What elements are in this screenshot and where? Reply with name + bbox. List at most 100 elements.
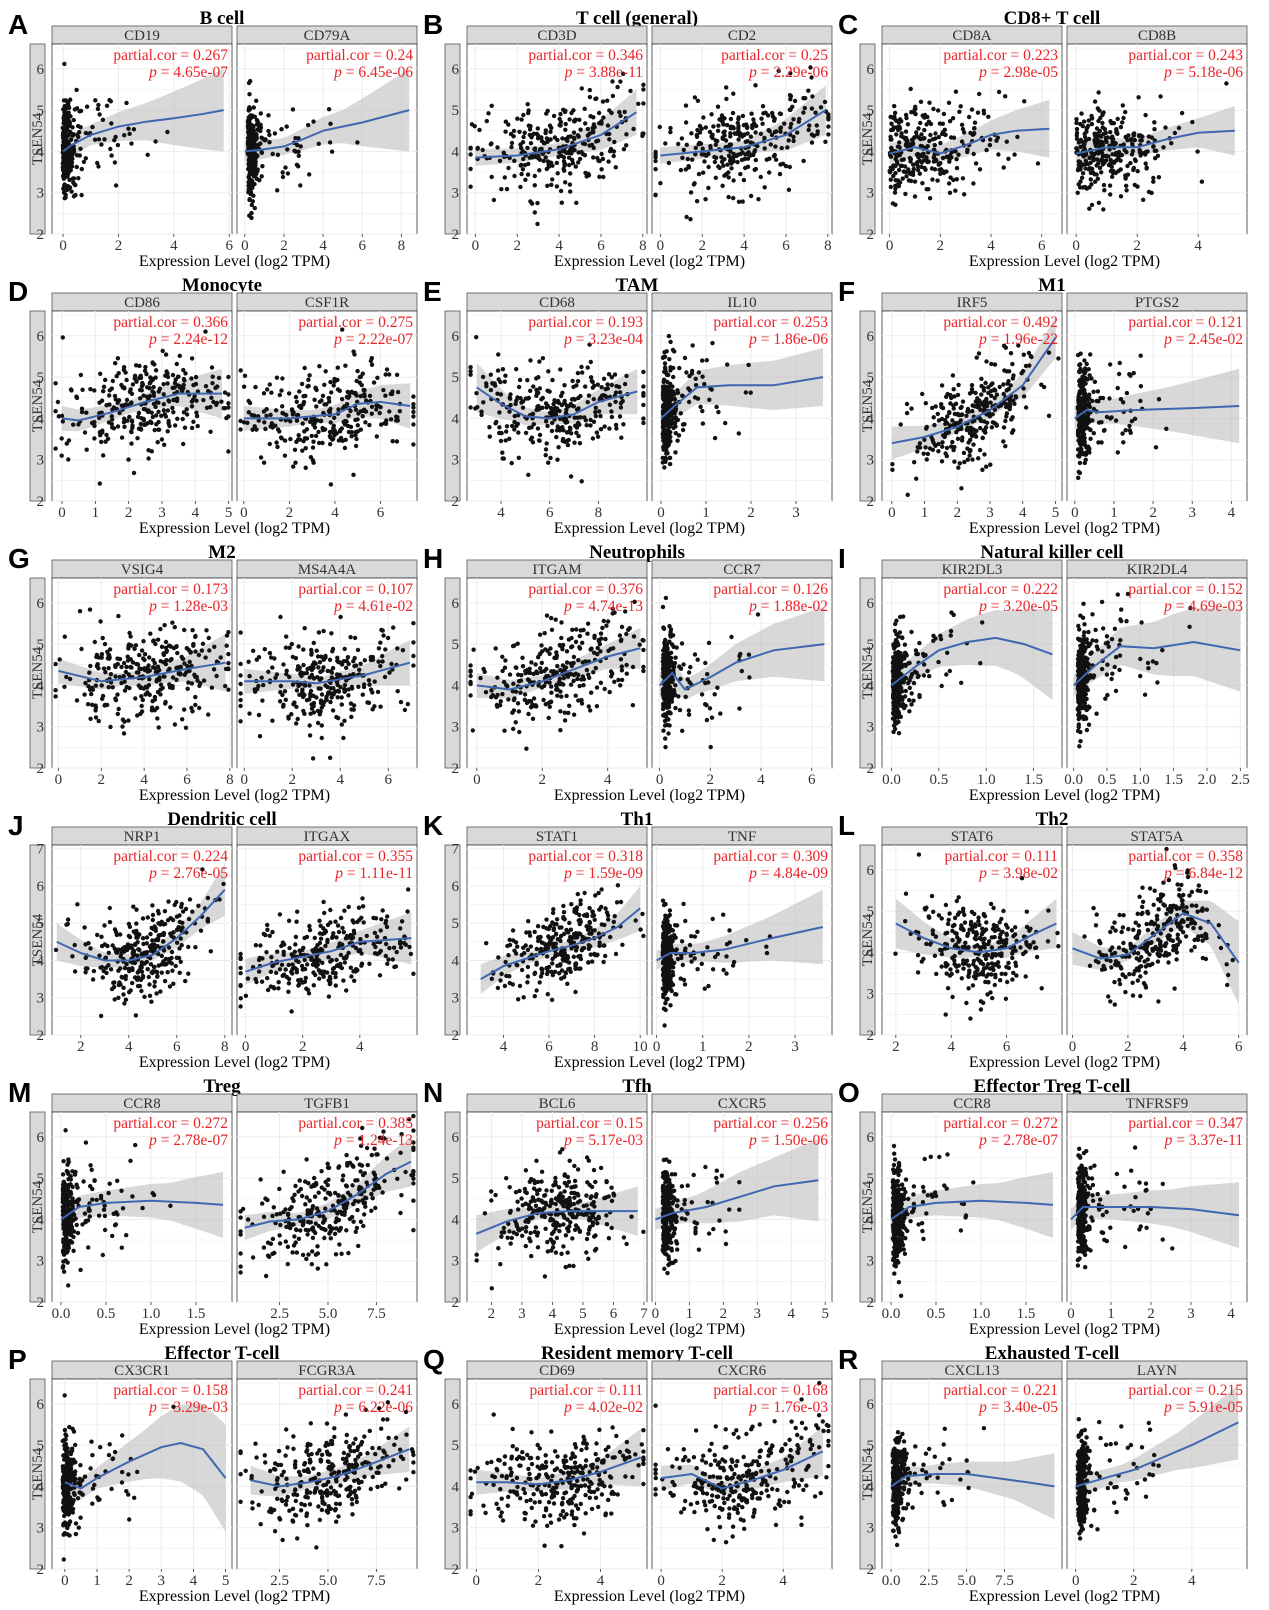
- scatter-point: [512, 413, 517, 419]
- scatter-point: [1127, 372, 1132, 377]
- scatter-point: [585, 365, 590, 370]
- scatter-point: [952, 459, 957, 464]
- scatter-point: [121, 420, 127, 425]
- scatter-point: [502, 175, 507, 180]
- scatter-point: [189, 425, 195, 431]
- scatter-point: [578, 628, 583, 633]
- scatter-point: [468, 146, 473, 151]
- scatter-point: [1107, 396, 1112, 401]
- scatter-point: [284, 124, 289, 129]
- scatter-point: [280, 404, 285, 409]
- scatter-point: [380, 653, 385, 659]
- scatter-point: [316, 141, 321, 146]
- scatter-point: [481, 666, 486, 672]
- scatter-point: [248, 129, 254, 134]
- x-tick-label: 1: [921, 505, 929, 521]
- scatter-point: [806, 88, 811, 93]
- scatter-point: [801, 158, 806, 164]
- scatter-point: [369, 362, 375, 367]
- scatter-point: [606, 648, 611, 653]
- scatter-point: [84, 447, 89, 452]
- scatter-point: [969, 387, 975, 392]
- scatter-point: [258, 111, 263, 116]
- scatter-point: [586, 704, 591, 709]
- scatter-point: [1008, 351, 1014, 356]
- scatter-point: [493, 646, 498, 651]
- scatter-point: [971, 181, 976, 186]
- scatter-point: [532, 210, 537, 215]
- scatter-point: [540, 356, 546, 361]
- scatter-point: [947, 190, 953, 195]
- scatter-point: [558, 111, 563, 117]
- scatter-point: [1086, 367, 1091, 372]
- scatter-point: [146, 448, 151, 453]
- scatter-point: [170, 620, 175, 625]
- scatter-point: [589, 646, 594, 651]
- scatter-point: [621, 147, 627, 152]
- scatter-point: [121, 403, 126, 409]
- scatter-point: [807, 123, 812, 128]
- fit-line: [475, 111, 638, 159]
- scatter-point: [740, 113, 746, 119]
- scatter-point: [978, 425, 983, 431]
- x-tick-label: 0: [472, 238, 480, 254]
- scatter-point: [356, 684, 361, 689]
- scatter-point: [972, 126, 977, 131]
- scatter-point: [469, 122, 475, 127]
- scatter-point: [636, 101, 641, 107]
- x-tick-label: 2: [698, 238, 706, 254]
- scatter-point: [607, 426, 612, 431]
- scatter-point: [71, 176, 77, 181]
- scatter-point: [126, 644, 131, 649]
- scatter-point: [1081, 119, 1087, 124]
- scatter-point: [172, 625, 177, 630]
- scatter-point: [251, 648, 256, 653]
- scatter-point: [275, 444, 280, 450]
- scatter-point: [124, 377, 129, 383]
- scatter-point: [537, 432, 543, 438]
- x-tick-label: 1: [1110, 505, 1118, 521]
- scatter-point: [587, 87, 592, 93]
- scatter-point: [893, 202, 898, 207]
- scatter-point: [241, 384, 247, 389]
- scatter-point: [550, 377, 555, 383]
- scatter-point: [1084, 125, 1090, 131]
- scatter-point: [551, 113, 557, 119]
- scatter-point: [1083, 421, 1088, 426]
- scatter-point: [1138, 353, 1143, 358]
- scatter-point: [1151, 144, 1156, 149]
- scatter-point: [609, 409, 614, 414]
- scatter-point: [597, 174, 602, 179]
- scatter-point: [618, 683, 623, 688]
- scatter-point: [961, 450, 967, 456]
- scatter-point: [349, 707, 354, 712]
- scatter-points: [60, 61, 170, 201]
- scatter-point: [127, 131, 132, 136]
- scatter-point: [1079, 421, 1084, 426]
- scatter-point: [1128, 160, 1133, 166]
- scatter-point: [99, 655, 104, 660]
- scatter-point: [311, 710, 317, 715]
- scatter-point: [294, 399, 299, 404]
- scatter-point: [919, 132, 924, 137]
- scatter-point: [554, 184, 560, 189]
- scatter-point: [165, 129, 170, 135]
- scatter-point: [1080, 162, 1085, 167]
- scatter-point: [618, 113, 623, 119]
- scatter-point: [813, 110, 818, 115]
- scatter-point: [377, 410, 382, 416]
- scatter-point: [716, 164, 721, 169]
- scatter-point: [917, 441, 923, 446]
- scatter-point: [1121, 440, 1126, 445]
- scatter-point: [255, 127, 260, 132]
- scatter-point: [249, 215, 254, 221]
- scatter-point: [209, 685, 215, 690]
- scatter-point: [1085, 377, 1090, 382]
- scatter-point: [290, 412, 296, 417]
- scatter-point: [1090, 398, 1095, 404]
- scatter-point: [201, 678, 207, 683]
- scatter-point: [526, 711, 531, 717]
- scatter-point: [1006, 156, 1011, 161]
- scatter-point: [214, 402, 219, 407]
